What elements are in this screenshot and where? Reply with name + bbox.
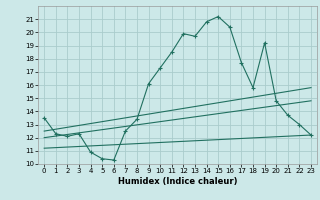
X-axis label: Humidex (Indice chaleur): Humidex (Indice chaleur) — [118, 177, 237, 186]
